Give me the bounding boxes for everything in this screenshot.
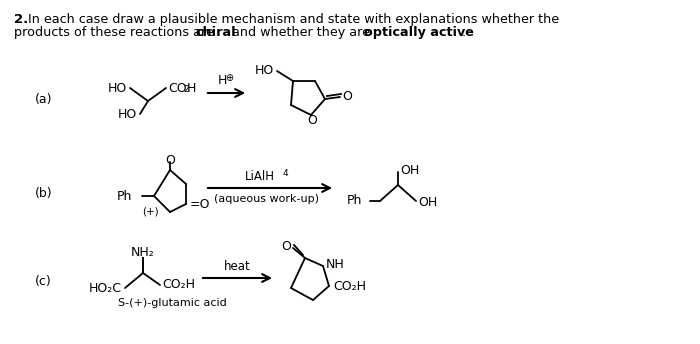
Text: chiral: chiral — [196, 26, 237, 39]
Text: NH: NH — [326, 258, 344, 270]
Text: (a): (a) — [35, 94, 52, 107]
Text: H: H — [218, 75, 228, 87]
Text: NH₂: NH₂ — [131, 247, 155, 259]
Text: OH: OH — [418, 196, 438, 209]
Text: CO₂H: CO₂H — [162, 279, 195, 291]
Text: O: O — [281, 239, 291, 252]
Text: and whether they are: and whether they are — [228, 26, 374, 39]
Text: products of these reactions are: products of these reactions are — [14, 26, 218, 39]
Text: 4: 4 — [283, 170, 288, 179]
Text: CO: CO — [168, 82, 187, 95]
Text: =O: =O — [190, 197, 211, 211]
Text: 2: 2 — [183, 86, 188, 95]
Text: LiAlH: LiAlH — [245, 170, 275, 183]
Text: (b): (b) — [35, 186, 52, 200]
Text: 2.: 2. — [14, 13, 28, 26]
Text: O: O — [307, 114, 317, 127]
Text: (aqueous work-up): (aqueous work-up) — [214, 194, 319, 204]
Text: O: O — [165, 153, 175, 166]
Text: Ph: Ph — [117, 190, 132, 203]
Text: optically active: optically active — [364, 26, 474, 39]
Text: S-(+)-glutamic acid: S-(+)-glutamic acid — [118, 298, 227, 308]
Text: H: H — [187, 82, 197, 95]
Text: heat: heat — [224, 259, 251, 272]
Text: O: O — [342, 90, 352, 104]
Text: CO₂H: CO₂H — [333, 279, 366, 292]
Text: In each case draw a plausible mechanism and state with explanations whether the: In each case draw a plausible mechanism … — [28, 13, 559, 26]
Text: HO: HO — [255, 65, 274, 77]
Text: (+): (+) — [141, 206, 158, 216]
Text: .: . — [462, 26, 466, 39]
Text: HO: HO — [108, 82, 127, 95]
Text: (c): (c) — [35, 276, 52, 289]
Text: OH: OH — [400, 163, 419, 176]
Text: ⊕: ⊕ — [225, 73, 233, 83]
Text: HO₂C: HO₂C — [89, 281, 122, 294]
Text: Ph: Ph — [346, 194, 362, 207]
Text: HO: HO — [118, 107, 137, 120]
